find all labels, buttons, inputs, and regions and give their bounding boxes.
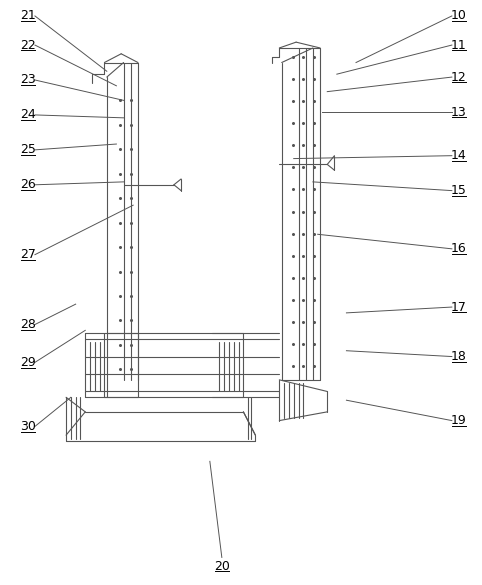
Text: 14: 14 [451,149,466,162]
Text: 17: 17 [450,301,466,314]
Text: 23: 23 [21,74,36,87]
Text: 25: 25 [21,143,37,156]
Text: 30: 30 [21,420,37,433]
Text: 27: 27 [21,248,37,261]
Text: 16: 16 [451,242,466,255]
Text: 13: 13 [451,105,466,119]
Text: 28: 28 [21,318,37,331]
Text: 12: 12 [451,71,466,84]
Text: 11: 11 [451,39,466,51]
Text: 21: 21 [21,9,36,22]
Text: 18: 18 [450,350,466,363]
Text: 24: 24 [21,108,36,122]
Text: 29: 29 [21,356,36,369]
Text: 10: 10 [450,9,466,22]
Text: 22: 22 [21,39,36,51]
Text: 19: 19 [451,414,466,427]
Text: 26: 26 [21,178,36,191]
Text: 20: 20 [214,560,230,573]
Text: 15: 15 [450,184,466,197]
